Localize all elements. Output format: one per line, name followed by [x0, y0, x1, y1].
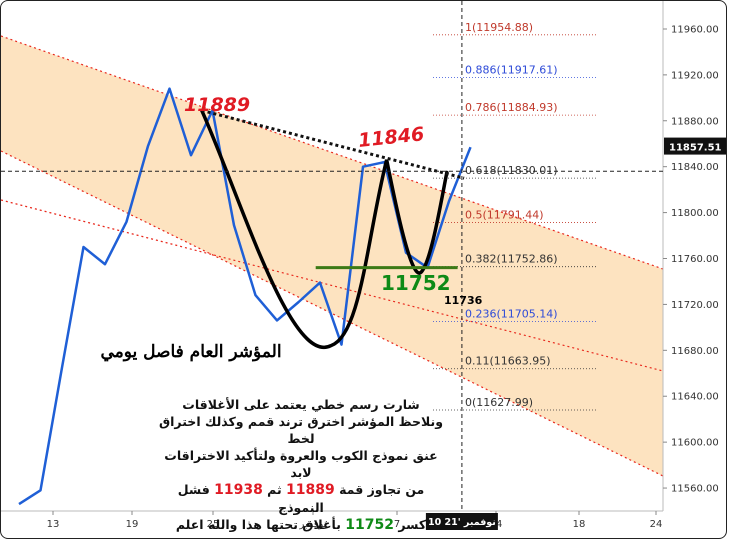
annotation-11752: 11752	[381, 271, 451, 295]
caption-value-11752: 11752	[345, 517, 395, 533]
y-cursor-label-box	[664, 137, 726, 155]
y-tick-label: 11560.00	[671, 484, 719, 495]
x-tick-label: 13	[47, 519, 60, 530]
x-tick-label: 25	[207, 519, 220, 530]
caption-title: المؤشر العام فاصل يومي	[100, 342, 282, 362]
x-tick-label: 19	[126, 519, 139, 530]
channel-upper-line	[1, 35, 664, 270]
fib-level-label: 0.236(11705.14)	[465, 307, 558, 320]
x-tick-label: نوفمبر	[298, 519, 326, 530]
y-tick-label: 11960.00	[671, 24, 719, 35]
caption-line-2-text: ونلاحظ المؤشر اخترق ترند قمم وكذلك اخترا…	[158, 414, 444, 446]
caption-line-3-text: عنق نموذج الكوب والعروة ولتأكيد الاختراق…	[164, 448, 438, 480]
caption-line-4-b: ثم	[262, 482, 287, 497]
y-tick-label: 11680.00	[671, 346, 719, 357]
caption-line-5: كسر 11752 بأغلاق تحتها هذا والله اعلم	[156, 516, 446, 534]
caption-line-3: عنق نموذج الكوب والعروة ولتأكيد الاختراق…	[156, 447, 446, 481]
y-tick-label: 11880.00	[671, 116, 719, 127]
annotation-11846: 11846	[357, 123, 425, 152]
caption-value-11889: 11889	[286, 482, 335, 498]
fib-level-label: 0.382(11752.86)	[465, 253, 558, 266]
x-cursor-label: 10 نوفمبر '21	[428, 517, 496, 528]
caption-text: شارت رسم خطي يعتمد على الأغلاقات ونلاحظ …	[156, 396, 446, 534]
y-tick-label: 11920.00	[671, 70, 719, 81]
y-tick-label: 11760.00	[671, 254, 719, 265]
fib-level-label: 0(11627.99)	[465, 396, 533, 409]
fib-level-label: 0.11(11663.95)	[465, 355, 551, 368]
caption-line-1-text: شارت رسم خطي يعتمد على الأغلاقات	[182, 397, 420, 412]
caption-line-1: شارت رسم خطي يعتمد على الأغلاقات	[156, 396, 446, 413]
x-tick-label: 24	[650, 519, 663, 530]
fib-level-label: 0.886(11917.61)	[465, 64, 558, 77]
caption-line-2: ونلاحظ المؤشر اخترق ترند قمم وكذلك اخترا…	[156, 413, 446, 447]
y-tick-label: 11840.00	[671, 162, 719, 173]
caption-line-4: من تجاوز قمة 11889 ثم 11938 فشل النموذج	[156, 481, 446, 516]
caption-line-4-a: من تجاوز قمة	[334, 482, 425, 497]
fib-level-label: 0.5(11791.44)	[465, 208, 544, 221]
y-tick-label: 11720.00	[671, 300, 719, 311]
price-channel	[1, 36, 663, 476]
fib-level-label: 0.618(11830.01)	[465, 164, 558, 177]
y-tick-label: 11640.00	[671, 392, 719, 403]
caption-line-5-a: كسر	[394, 517, 427, 532]
caption-value-11938: 11938	[214, 482, 263, 498]
y-tick-label: 11600.00	[671, 438, 719, 449]
caption-line-4-c: فشل النموذج	[177, 482, 324, 515]
x-tick-label: 7	[394, 519, 400, 530]
fib-level-label: 1(11954.88)	[465, 21, 533, 34]
x-cursor-label-box	[425, 513, 498, 530]
channel-mid-line	[1, 199, 664, 372]
caption-line-5-b: بأغلاق تحتها هذا والله اعلم	[175, 517, 346, 532]
y-tick-label: 11800.00	[671, 208, 719, 219]
y-cursor-label: 11857.51	[669, 143, 722, 154]
fib-level-label: 0.786(11884.93)	[465, 101, 558, 114]
x-tick-label: 18	[573, 519, 586, 530]
annotation-11736: 11736	[444, 294, 483, 307]
annotation-11889: 11889	[184, 94, 250, 116]
